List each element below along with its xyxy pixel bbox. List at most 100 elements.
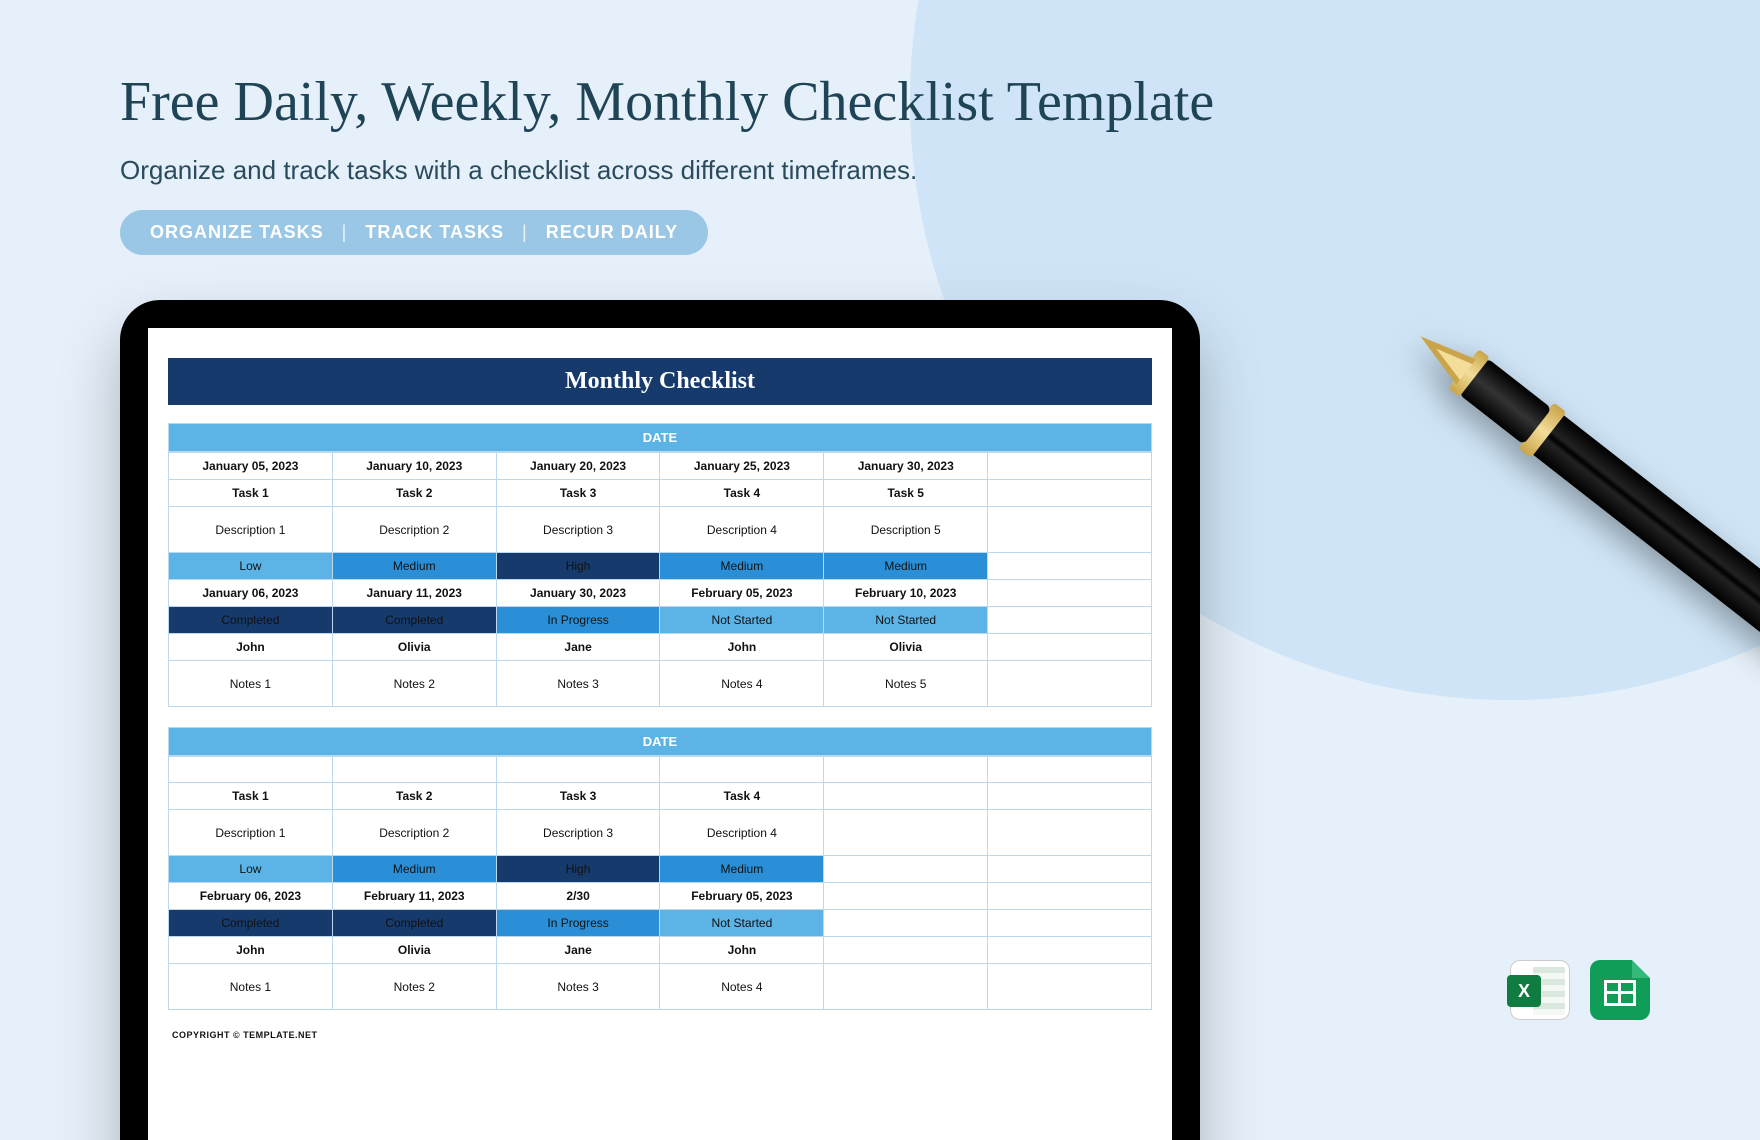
page-subtitle: Organize and track tasks with a checklis… — [120, 155, 917, 186]
table-cell: Notes 1 — [169, 964, 333, 1010]
table-cell: February 11, 2023 — [332, 883, 496, 910]
table-cell: February 10, 2023 — [824, 580, 988, 607]
table-cell — [988, 757, 1152, 783]
table-cell — [988, 964, 1152, 1010]
table-cell: Description 4 — [660, 507, 824, 553]
table-cell — [988, 453, 1152, 480]
table-cell: Notes 5 — [824, 661, 988, 707]
table-cell — [824, 937, 988, 964]
table-cell — [988, 910, 1152, 937]
table-cell: Medium — [660, 553, 824, 580]
table-cell: Jane — [496, 937, 660, 964]
table-cell — [332, 757, 496, 783]
tablet-screen: Monthly Checklist DATE January 05, 2023J… — [148, 328, 1172, 1140]
table-cell: January 30, 2023 — [824, 453, 988, 480]
tablet-frame: Monthly Checklist DATE January 05, 2023J… — [120, 300, 1200, 1140]
app-icons: X — [1510, 960, 1650, 1020]
table-cell: Description 4 — [660, 810, 824, 856]
table-cell: Completed — [332, 910, 496, 937]
excel-badge: X — [1507, 975, 1541, 1007]
table-cell: January 25, 2023 — [660, 453, 824, 480]
table-cell — [988, 607, 1152, 634]
table-cell: January 05, 2023 — [169, 453, 333, 480]
table-cell: Notes 2 — [332, 661, 496, 707]
table-cell: In Progress — [496, 910, 660, 937]
table-cell: John — [660, 634, 824, 661]
pill-separator: | — [342, 222, 348, 243]
table-cell: Completed — [169, 910, 333, 937]
table-cell — [824, 810, 988, 856]
table-cell: In Progress — [496, 607, 660, 634]
table-cell: January 11, 2023 — [332, 580, 496, 607]
table-cell — [660, 757, 824, 783]
table-cell: Task 3 — [496, 783, 660, 810]
table-cell: Not Started — [660, 607, 824, 634]
table-cell: Notes 3 — [496, 661, 660, 707]
table-cell: February 05, 2023 — [660, 883, 824, 910]
pill-item: ORGANIZE TASKS — [150, 222, 324, 243]
checklist-table-2: Task 1Task 2Task 3Task 4Description 1Des… — [168, 756, 1152, 1010]
checklist-title: Monthly Checklist — [168, 358, 1152, 405]
table-cell: Completed — [169, 607, 333, 634]
table-cell: Description 1 — [169, 810, 333, 856]
table-cell — [988, 856, 1152, 883]
table-cell — [988, 783, 1152, 810]
table-cell — [988, 553, 1152, 580]
table-cell — [988, 480, 1152, 507]
table-cell — [824, 910, 988, 937]
excel-icon[interactable]: X — [1510, 960, 1570, 1020]
table-cell: John — [169, 937, 333, 964]
table-cell: Notes 4 — [660, 964, 824, 1010]
table-cell: High — [496, 553, 660, 580]
pill-item: TRACK TASKS — [365, 222, 504, 243]
table-cell — [988, 810, 1152, 856]
table-cell: 2/30 — [496, 883, 660, 910]
table-cell: Description 3 — [496, 810, 660, 856]
table-cell: Olivia — [332, 937, 496, 964]
table-cell: January 30, 2023 — [496, 580, 660, 607]
table-cell: February 06, 2023 — [169, 883, 333, 910]
table-cell: Medium — [660, 856, 824, 883]
table-cell: High — [496, 856, 660, 883]
table-cell — [169, 757, 333, 783]
table-cell: January 10, 2023 — [332, 453, 496, 480]
table-cell: Jane — [496, 634, 660, 661]
table-cell: Task 1 — [169, 783, 333, 810]
table-cell: Description 1 — [169, 507, 333, 553]
table-cell: John — [169, 634, 333, 661]
table-cell: Medium — [332, 553, 496, 580]
table-cell: Low — [169, 553, 333, 580]
table-cell: Description 3 — [496, 507, 660, 553]
section-header: DATE — [168, 727, 1152, 756]
table-cell — [988, 580, 1152, 607]
table-cell: Notes 3 — [496, 964, 660, 1010]
table-cell — [988, 937, 1152, 964]
table-cell: Description 5 — [824, 507, 988, 553]
table-cell: Description 2 — [332, 507, 496, 553]
table-cell: Task 5 — [824, 480, 988, 507]
table-cell: January 06, 2023 — [169, 580, 333, 607]
table-cell: Low — [169, 856, 333, 883]
table-cell: Medium — [332, 856, 496, 883]
table-cell — [824, 757, 988, 783]
table-cell: Task 4 — [660, 783, 824, 810]
google-sheets-icon[interactable] — [1590, 960, 1650, 1020]
table-cell — [824, 783, 988, 810]
table-cell: Task 2 — [332, 783, 496, 810]
table-cell: Task 4 — [660, 480, 824, 507]
table-cell: Olivia — [824, 634, 988, 661]
table-cell: February 05, 2023 — [660, 580, 824, 607]
table-cell — [988, 883, 1152, 910]
table-cell: Completed — [332, 607, 496, 634]
table-cell — [824, 964, 988, 1010]
table-cell — [988, 507, 1152, 553]
table-cell: Notes 2 — [332, 964, 496, 1010]
pill-separator: | — [522, 222, 528, 243]
section-gap — [168, 707, 1152, 727]
table-cell: January 20, 2023 — [496, 453, 660, 480]
feature-pill: ORGANIZE TASKS | TRACK TASKS | RECUR DAI… — [120, 210, 708, 255]
table-cell: Medium — [824, 553, 988, 580]
copyright-text: COPYRIGHT © TEMPLATE.NET — [168, 1010, 1152, 1046]
table-cell: Description 2 — [332, 810, 496, 856]
table-cell — [824, 856, 988, 883]
